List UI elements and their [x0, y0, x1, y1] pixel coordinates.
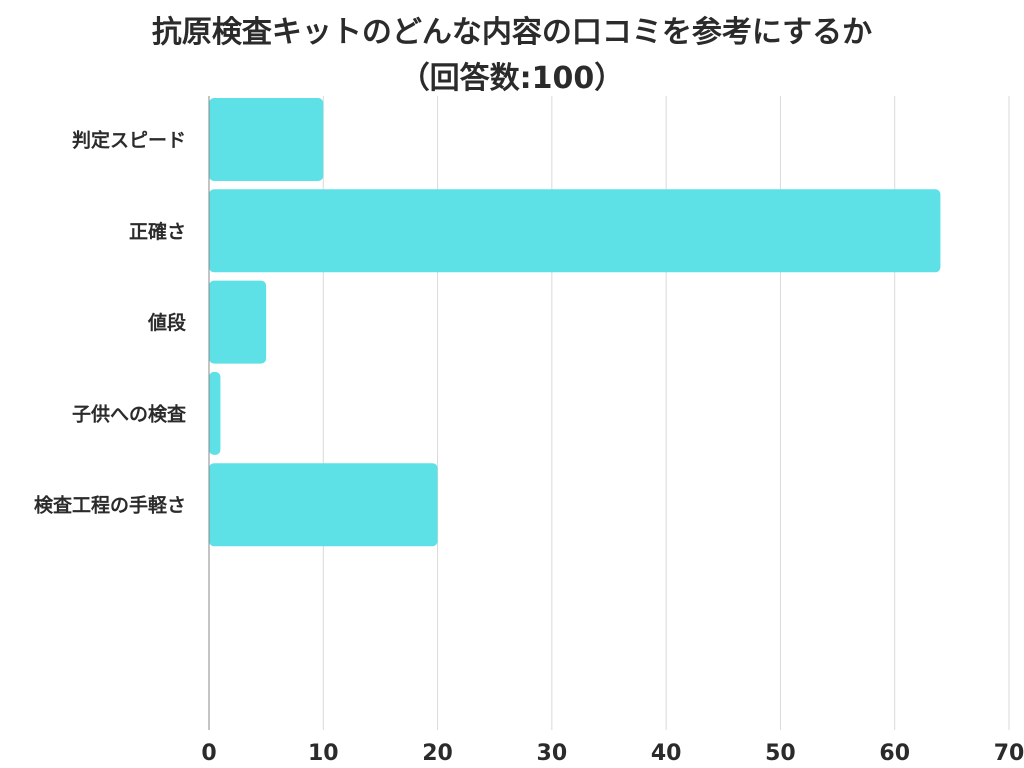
bars — [209, 98, 941, 547]
x-tick-label: 20 — [422, 741, 453, 766]
x-tick-label: 60 — [879, 741, 910, 766]
category-label: 正確さ — [129, 220, 186, 243]
x-tick-label: 30 — [537, 741, 568, 766]
bar-4 — [209, 463, 438, 547]
category-label: 検査工程の手軽さ — [34, 494, 186, 517]
category-label: 判定スピード — [72, 129, 186, 152]
x-tick-label: 10 — [308, 741, 339, 766]
x-axis-ticks: 0 10 20 30 40 50 60 70 — [201, 741, 1024, 766]
x-tick-label: 0 — [201, 741, 216, 766]
category-label: 値段 — [147, 311, 187, 334]
category-label: 子供への検査 — [72, 402, 187, 425]
bar-1 — [209, 189, 941, 273]
x-tick-label: 50 — [765, 741, 796, 766]
bar-2 — [209, 280, 267, 364]
bar-3 — [209, 371, 221, 455]
x-tick-label: 40 — [651, 741, 682, 766]
chart-subtitle: （回答数:100） — [400, 61, 625, 96]
bar-0 — [209, 98, 324, 181]
x-tick-label: 70 — [994, 741, 1024, 766]
chart-title: 抗原検査キットのどんな内容の口コミを参考にするか — [152, 15, 872, 50]
